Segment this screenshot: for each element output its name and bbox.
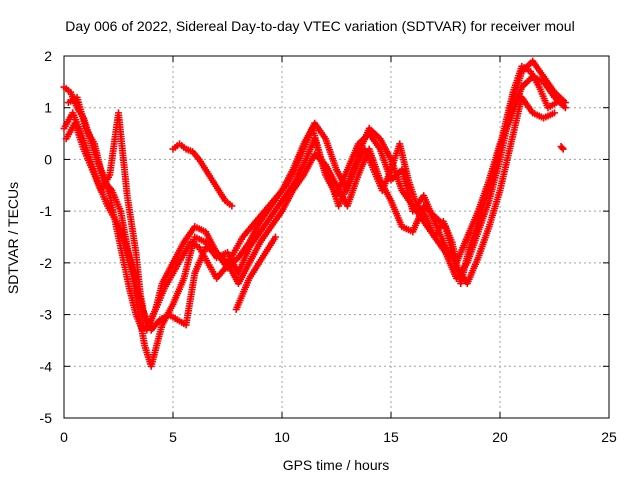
data-points (60, 57, 569, 370)
data-point (551, 109, 558, 117)
x-axis-title: GPS time / hours (283, 457, 390, 473)
data-point (561, 104, 569, 112)
gridlines (64, 56, 609, 418)
x-tick-label: 5 (169, 429, 177, 445)
series-track-g (557, 143, 567, 153)
y-tick-label: 0 (44, 151, 52, 167)
data-point (558, 144, 566, 152)
x-tick-label: 10 (274, 429, 290, 445)
series-track-d (62, 62, 561, 334)
x-tick-label: 0 (60, 429, 68, 445)
x-tick-label: 15 (383, 429, 399, 445)
y-tick-label: -2 (40, 255, 53, 271)
data-point (228, 202, 236, 210)
axis-ticks: 0 5 10 15 20 25 -5 -4 -3 -2 -1 0 1 2 (40, 48, 617, 445)
x-tick-label: 25 (601, 429, 617, 445)
y-tick-label: 2 (44, 48, 52, 64)
chart-title: Day 006 of 2022, Sidereal Day-to-day VTE… (65, 18, 574, 34)
data-point (271, 233, 279, 241)
y-axis-title: SDTVAR / TECUs (5, 182, 21, 294)
y-tick-label: -5 (40, 410, 53, 426)
data-point (559, 145, 567, 153)
y-tick-label: 1 (44, 100, 52, 116)
series-track-c (64, 73, 569, 370)
x-tick-label: 20 (492, 429, 508, 445)
y-tick-label: -1 (40, 203, 53, 219)
y-tick-label: -3 (40, 307, 53, 323)
series-track-e (169, 140, 236, 210)
plot-frame (63, 55, 610, 419)
series-track-f (232, 233, 279, 313)
y-tick-label: -4 (40, 358, 53, 374)
data-point (553, 99, 561, 107)
